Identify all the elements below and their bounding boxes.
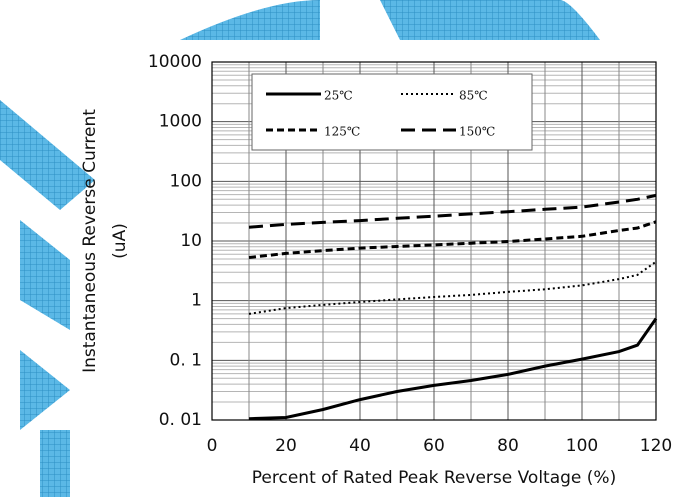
y-tick-label: 0. 1	[170, 350, 202, 370]
y-tick-label: 1000	[159, 112, 202, 132]
x-tick-label: 120	[640, 436, 672, 456]
x-tick-label: 100	[566, 436, 598, 456]
x-tick-label: 20	[275, 436, 297, 456]
legend-label: 25℃	[324, 89, 353, 103]
y-axis-label: (uA)	[110, 223, 130, 259]
legend-label: 85℃	[459, 89, 488, 103]
legend-box	[251, 73, 533, 151]
series-line	[248, 260, 657, 315]
y-tick-label: 10000	[148, 52, 202, 72]
series-line	[248, 193, 657, 229]
legend-label: 125℃	[324, 125, 360, 139]
series-line	[248, 317, 658, 421]
watermark	[0, 0, 600, 497]
plot-frame	[211, 61, 657, 421]
x-tick-label: 0	[207, 436, 218, 456]
y-tick-label: 100	[170, 171, 202, 191]
y-axis-label: Instantaneous Reverse Current	[80, 109, 100, 373]
series-line	[248, 220, 657, 259]
y-tick-label: 10	[180, 231, 202, 251]
x-tick-label: 60	[423, 436, 445, 456]
y-tick-label: 0. 01	[159, 410, 202, 430]
x-tick-label: 80	[497, 436, 519, 456]
x-axis-label: Percent of Rated Peak Reverse Voltage (%…	[252, 468, 616, 488]
x-tick-label: 40	[349, 436, 371, 456]
legend-label: 150℃	[459, 125, 495, 139]
y-tick-label: 1	[191, 291, 202, 311]
